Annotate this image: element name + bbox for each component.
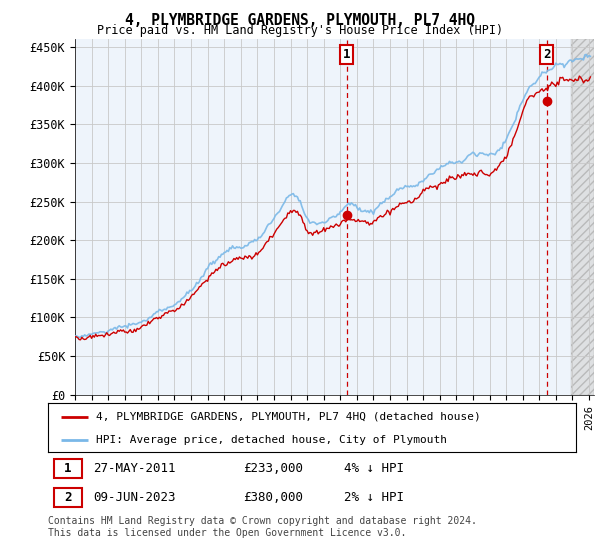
- Text: 09-JUN-2023: 09-JUN-2023: [93, 491, 175, 504]
- Text: 4% ↓ HPI: 4% ↓ HPI: [344, 462, 404, 475]
- Text: 4, PLYMBRIDGE GARDENS, PLYMOUTH, PL7 4HQ (detached house): 4, PLYMBRIDGE GARDENS, PLYMOUTH, PL7 4HQ…: [95, 412, 480, 422]
- Text: Price paid vs. HM Land Registry's House Price Index (HPI): Price paid vs. HM Land Registry's House …: [97, 24, 503, 37]
- Bar: [55, 488, 82, 507]
- Text: HPI: Average price, detached house, City of Plymouth: HPI: Average price, detached house, City…: [95, 435, 446, 445]
- Text: £380,000: £380,000: [244, 491, 304, 504]
- Text: 27-MAY-2011: 27-MAY-2011: [93, 462, 175, 475]
- Text: 2: 2: [543, 48, 550, 61]
- Bar: [55, 459, 82, 478]
- Text: £233,000: £233,000: [244, 462, 304, 475]
- Text: Contains HM Land Registry data © Crown copyright and database right 2024.
This d: Contains HM Land Registry data © Crown c…: [48, 516, 477, 538]
- Text: 4, PLYMBRIDGE GARDENS, PLYMOUTH, PL7 4HQ: 4, PLYMBRIDGE GARDENS, PLYMOUTH, PL7 4HQ: [125, 13, 475, 28]
- Text: 1: 1: [64, 462, 72, 475]
- Text: 1: 1: [343, 48, 350, 61]
- Text: 2% ↓ HPI: 2% ↓ HPI: [344, 491, 404, 504]
- Text: 2: 2: [64, 491, 72, 504]
